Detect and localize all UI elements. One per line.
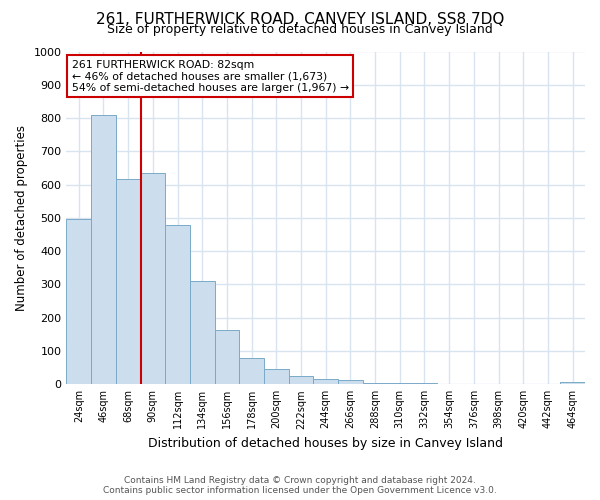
Bar (165, 225, 190, 384)
Text: 261 FURTHERWICK ROAD: 82sqm
← 46% of detached houses are smaller (1,673)
54% of : 261 FURTHERWICK ROAD: 82sqm ← 46% of det… (71, 60, 349, 93)
Text: Contains HM Land Registry data © Crown copyright and database right 2024.
Contai: Contains HM Land Registry data © Crown c… (103, 476, 497, 495)
X-axis label: Distribution of detached houses by size in Canvey Island: Distribution of detached houses by size … (148, 437, 503, 450)
Bar (289, 376, 313, 384)
Bar (560, 382, 585, 384)
Bar (264, 368, 289, 384)
Bar (140, 173, 165, 384)
Bar (67, 218, 91, 384)
Text: 261, FURTHERWICK ROAD, CANVEY ISLAND, SS8 7DQ: 261, FURTHERWICK ROAD, CANVEY ISLAND, SS… (96, 12, 504, 28)
Text: Size of property relative to detached houses in Canvey Island: Size of property relative to detached ho… (107, 24, 493, 36)
Y-axis label: Number of detached properties: Number of detached properties (15, 125, 28, 311)
Bar (190, 281, 215, 384)
Bar (91, 116, 116, 384)
Bar (116, 178, 140, 384)
Bar (313, 379, 338, 384)
Bar (388, 383, 412, 384)
Bar (338, 380, 363, 384)
Bar (363, 382, 388, 384)
Bar (239, 358, 264, 384)
Bar (215, 330, 239, 384)
